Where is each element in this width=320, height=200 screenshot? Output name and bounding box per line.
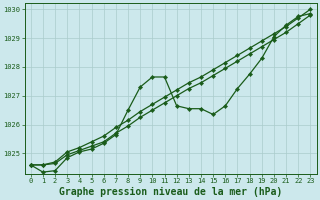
X-axis label: Graphe pression niveau de la mer (hPa): Graphe pression niveau de la mer (hPa) — [59, 186, 282, 197]
